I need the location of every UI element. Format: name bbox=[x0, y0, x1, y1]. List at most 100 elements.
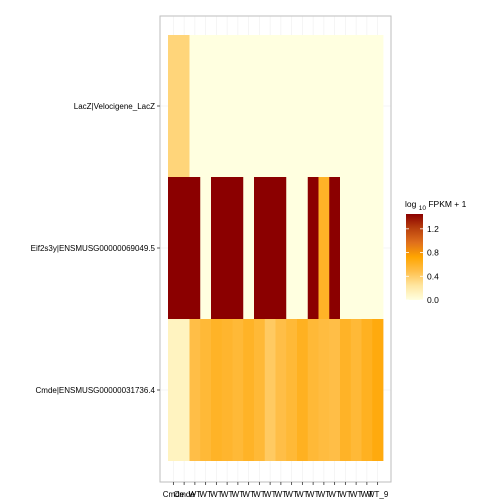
x-tick-label: WT bbox=[189, 490, 202, 499]
heatmap-cell bbox=[264, 177, 276, 319]
heatmap-cells bbox=[168, 35, 384, 461]
heatmap-cell bbox=[178, 177, 190, 319]
heatmap-cell bbox=[350, 177, 362, 319]
heatmap-cell bbox=[275, 319, 287, 461]
x-tick-label: WT bbox=[328, 490, 341, 499]
heatmap-cell bbox=[329, 319, 341, 461]
heatmap-cell bbox=[275, 177, 287, 319]
heatmap-cell bbox=[297, 319, 309, 461]
heatmap-cell bbox=[318, 319, 330, 461]
heatmap-cell bbox=[189, 35, 201, 177]
x-tick-label: WT bbox=[318, 490, 331, 499]
x-tick-label: WT bbox=[210, 490, 223, 499]
heatmap-cell bbox=[372, 319, 384, 461]
heatmap-cell bbox=[200, 319, 212, 461]
heatmap-cell bbox=[275, 35, 287, 177]
y-tick-label: Eif2s3y|ENSMUSG00000069049.5 bbox=[31, 244, 156, 253]
legend-title-base: log bbox=[405, 199, 417, 209]
heatmap-cell bbox=[372, 177, 384, 319]
x-tick-label: WT bbox=[199, 490, 212, 499]
legend-tick-label: 0.4 bbox=[427, 271, 439, 281]
heatmap-cell bbox=[361, 35, 373, 177]
y-axis: LacZ|Velocigene_LacZ Eif2s3y|ENSMUSG00000… bbox=[31, 102, 160, 395]
heatmap-cell bbox=[329, 35, 341, 177]
legend-title-subscript: 10 bbox=[419, 205, 427, 212]
heatmap-cell bbox=[243, 35, 255, 177]
heatmap-cell bbox=[361, 177, 373, 319]
y-tick-label: Cmde|ENSMUSG00000031736.4 bbox=[36, 386, 156, 395]
color-legend: log 10 FPKM + 1 1.2 0.8 0.4 0.0 bbox=[405, 199, 467, 305]
heatmap-cell bbox=[318, 177, 330, 319]
legend-colorbar bbox=[406, 214, 423, 300]
heatmap-cell bbox=[340, 35, 352, 177]
heatmap-cell bbox=[178, 319, 190, 461]
legend-title: log 10 FPKM + 1 bbox=[405, 199, 467, 212]
heatmap-cell bbox=[211, 35, 223, 177]
x-tick-label: WT bbox=[307, 490, 320, 499]
heatmap-cell bbox=[221, 319, 233, 461]
heatmap-cell bbox=[254, 177, 266, 319]
heatmap-cell bbox=[264, 319, 276, 461]
x-tick-label: Cmde bbox=[163, 490, 185, 499]
legend-tick-label: 1.2 bbox=[427, 224, 439, 234]
heatmap-cell bbox=[200, 177, 212, 319]
heatmap-cell bbox=[200, 35, 212, 177]
legend-ticks: 1.2 0.8 0.4 0.0 bbox=[406, 224, 439, 305]
x-tick-label: WT_9 bbox=[367, 490, 389, 499]
heatmap-cell bbox=[361, 319, 373, 461]
legend-tick-label: 0.8 bbox=[427, 248, 439, 258]
heatmap-cell bbox=[307, 319, 319, 461]
heatmap-cell bbox=[286, 319, 298, 461]
x-tick-label: WT bbox=[339, 490, 352, 499]
heatmap-cell bbox=[340, 319, 352, 461]
heatmap-cell bbox=[189, 319, 201, 461]
heatmap-cell bbox=[232, 319, 244, 461]
x-tick-label: Cmde bbox=[173, 490, 195, 499]
heatmap-cell bbox=[372, 35, 384, 177]
heatmap-cell bbox=[243, 319, 255, 461]
heatmap-cell bbox=[221, 35, 233, 177]
x-axis: CmdeCmdeWTWTWTWTWTWTWTWTWTWTWTWTWTWTWTWT… bbox=[163, 482, 389, 499]
heatmap-cell bbox=[286, 35, 298, 177]
heatmap-cell bbox=[297, 35, 309, 177]
panel-border bbox=[159, 15, 392, 483]
x-tick-label: WT bbox=[232, 490, 245, 499]
heatmap-cell bbox=[221, 177, 233, 319]
heatmap-cell bbox=[297, 177, 309, 319]
heatmap-cell bbox=[264, 35, 276, 177]
heatmap-cell bbox=[350, 35, 362, 177]
heatmap-cell bbox=[168, 319, 180, 461]
heatmap-cell bbox=[189, 177, 201, 319]
heatmap-cell bbox=[286, 177, 298, 319]
x-tick-label: WT bbox=[285, 490, 298, 499]
legend-title-rest: FPKM + 1 bbox=[428, 199, 466, 209]
heatmap-cell bbox=[232, 177, 244, 319]
heatmap-cell bbox=[350, 319, 362, 461]
x-tick-label: WT bbox=[296, 490, 309, 499]
x-tick-label: WT bbox=[361, 490, 374, 499]
x-tick-label: WT bbox=[350, 490, 363, 499]
x-tick-label: WT bbox=[253, 490, 266, 499]
heatmap-cell bbox=[254, 35, 266, 177]
y-tick-label: LacZ|Velocigene_LacZ bbox=[74, 102, 155, 111]
heatmap-cell bbox=[211, 319, 223, 461]
heatmap-cell bbox=[178, 35, 190, 177]
heatmap-cell bbox=[168, 35, 180, 177]
x-tick-label: WT bbox=[275, 490, 288, 499]
legend-tick-label: 0.0 bbox=[427, 295, 439, 305]
heatmap-cell bbox=[307, 35, 319, 177]
heatmap-cell bbox=[211, 177, 223, 319]
x-tick-label: WT bbox=[221, 490, 234, 499]
heatmap-cell bbox=[329, 177, 341, 319]
x-tick-label: WT bbox=[242, 490, 255, 499]
heatmap-cell bbox=[318, 35, 330, 177]
heatmap-cell bbox=[307, 177, 319, 319]
heatmap-cell bbox=[168, 177, 180, 319]
heatmap-cell bbox=[254, 319, 266, 461]
heatmap-cell bbox=[340, 177, 352, 319]
x-tick-label: WT bbox=[264, 490, 277, 499]
panel-border-rect bbox=[159, 15, 392, 483]
heatmap-cell bbox=[243, 177, 255, 319]
heatmap-cell bbox=[232, 35, 244, 177]
